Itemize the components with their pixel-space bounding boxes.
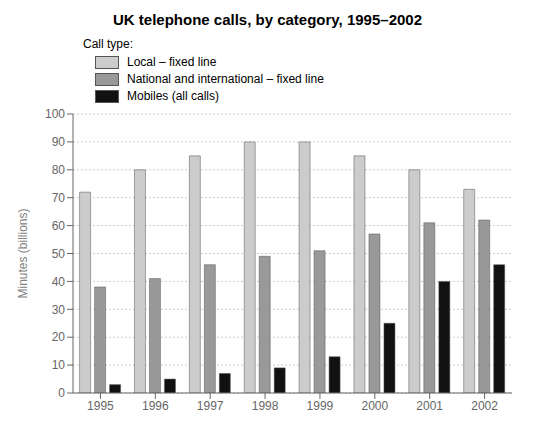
html-text:UK telephone calls, by categor: UK telephone calls, by category, 1995–20…	[113, 11, 422, 28]
svg-text:2002: 2002	[471, 399, 498, 413]
svg-text:100: 100	[45, 107, 65, 121]
svg-text:1995: 1995	[87, 399, 114, 413]
html-text:National and international – f: National and international – fixed line	[127, 72, 324, 86]
svg-text:Minutes (billions): Minutes (billions)	[16, 208, 30, 298]
html-text:Mobiles (all calls): Mobiles (all calls)	[127, 89, 219, 103]
svg-text:1998: 1998	[252, 399, 279, 413]
svg-text:1999: 1999	[307, 399, 334, 413]
svg-text:2001: 2001	[416, 399, 443, 413]
html-text:Local – fixed line: Local – fixed line	[127, 55, 217, 69]
svg-text:50: 50	[52, 247, 66, 261]
svg-text:1997: 1997	[197, 399, 224, 413]
svg-text:20: 20	[52, 330, 66, 344]
svg-text:90: 90	[52, 135, 66, 149]
svg-text:60: 60	[52, 219, 66, 233]
svg-text:10: 10	[52, 358, 66, 372]
svg-text:70: 70	[52, 191, 66, 205]
svg-text:1996: 1996	[142, 399, 169, 413]
svg-text:40: 40	[52, 275, 66, 289]
svg-text:2000: 2000	[361, 399, 388, 413]
svg-text:30: 30	[52, 303, 66, 317]
html-text:Call type:: Call type:	[83, 37, 133, 51]
svg-text:80: 80	[52, 163, 66, 177]
svg-text:0: 0	[58, 386, 65, 400]
